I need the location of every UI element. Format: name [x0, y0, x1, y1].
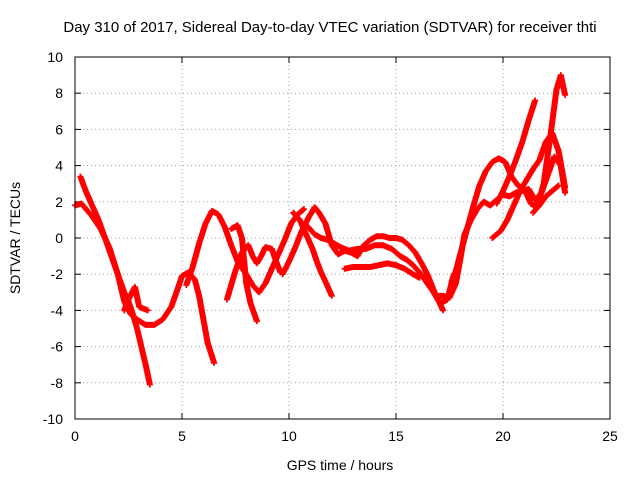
x-tick-label: 10: [281, 428, 297, 444]
y-tick-label: -6: [51, 339, 64, 355]
plot-frame: [74, 56, 611, 420]
y-tick-label: -10: [43, 411, 63, 427]
x-axis-label: GPS time / hours: [287, 457, 394, 473]
y-tick-label: 10: [47, 49, 63, 65]
y-axis-label: SDTVAR / TECUs: [7, 182, 23, 294]
y-tick-label: 2: [55, 194, 63, 210]
x-tick-label: 5: [178, 428, 186, 444]
series-arc-1: [72, 200, 218, 366]
y-tick-label: -2: [51, 266, 64, 282]
series-arc-15: [530, 182, 562, 216]
data-markers: [72, 72, 569, 388]
y-tick-label: -8: [51, 375, 64, 391]
series-arc-8: [290, 209, 335, 299]
series-arc-5: [223, 242, 284, 303]
x-tick-label: 20: [495, 428, 511, 444]
series-arc-14: [489, 130, 569, 241]
series-arc-10: [341, 260, 423, 281]
x-tick-label: 25: [602, 428, 618, 444]
x-tick-label: 0: [71, 428, 79, 444]
y-tick-label: 8: [55, 85, 63, 101]
x-tick-label: 15: [388, 428, 404, 444]
series-arc-9: [305, 224, 447, 314]
y-tick-label: 6: [55, 121, 63, 137]
series-arc-2: [77, 173, 153, 388]
y-tick-label: 4: [55, 158, 63, 174]
series-arc-3: [121, 283, 151, 314]
series-arc-13: [493, 97, 539, 207]
y-tick-label: 0: [55, 230, 63, 246]
y-tick-label: -4: [51, 302, 64, 318]
chart-title: Day 310 of 2017, Sidereal Day-to-day VTE…: [63, 19, 596, 36]
series-arc-6: [228, 222, 260, 325]
